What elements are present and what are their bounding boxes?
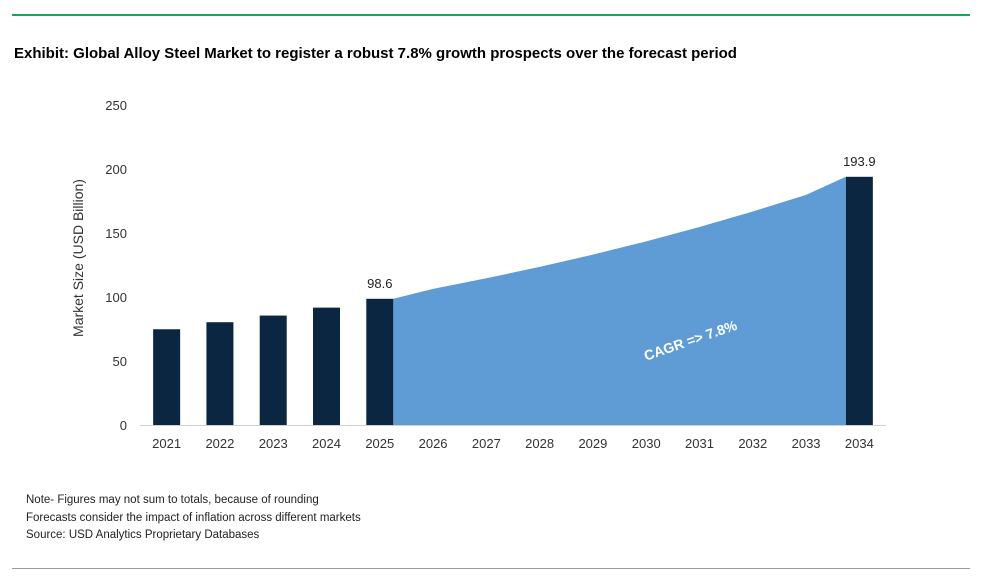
- y-tick-label: 0: [120, 418, 127, 433]
- top-accent-rule: [12, 14, 970, 16]
- x-tick-label: 2026: [419, 436, 448, 451]
- y-axis-label: Market Size (USD Billion): [70, 179, 86, 337]
- note-rounding: Note- Figures may not sum to totals, bec…: [26, 494, 319, 506]
- bar-2023: [259, 315, 287, 425]
- bar-2022: [206, 322, 234, 425]
- y-tick-label: 200: [105, 162, 127, 177]
- x-tick-label: 2031: [685, 436, 714, 451]
- y-tick-label: 50: [113, 354, 127, 369]
- x-tick-label: 2032: [738, 436, 767, 451]
- x-tick-label: 2024: [312, 436, 341, 451]
- x-axis-ticks: 2021 2022 2023 2024 2025 2026 2027 2028 2029 2030…: [152, 436, 874, 451]
- bar-2025: [366, 298, 394, 425]
- x-tick-label: 2027: [472, 436, 501, 451]
- bar-2021: [153, 329, 181, 425]
- bar-2034: [845, 176, 873, 425]
- bars-group: [153, 176, 873, 425]
- chart-title: Exhibit: Global Alloy Steel Market to re…: [14, 45, 737, 62]
- notes: Note- Figures may not sum to totals, bec…: [26, 492, 361, 545]
- bottom-rule: [12, 568, 970, 569]
- bar-2024: [313, 307, 340, 425]
- data-label-2034: 193.9: [843, 154, 876, 169]
- forecast-area: [393, 176, 846, 425]
- x-tick-label: 2030: [632, 436, 661, 451]
- y-axis-ticks: 0 50 100 150 200 250: [105, 98, 127, 433]
- x-tick-label: 2022: [205, 436, 234, 451]
- x-tick-label: 2025: [365, 436, 394, 451]
- x-tick-label: 2028: [525, 436, 554, 451]
- data-label-2025: 98.6: [367, 276, 392, 291]
- note-source: Source: USD Analytics Proprietary Databa…: [26, 529, 260, 541]
- note-inflation: Forecasts consider the impact of inflati…: [26, 511, 361, 524]
- x-tick-label: 2021: [152, 436, 181, 451]
- x-tick-label: 2023: [259, 436, 288, 451]
- x-tick-label: 2029: [578, 436, 607, 451]
- data-labels: 98.6 193.9: [367, 154, 876, 291]
- x-tick-label: 2034: [845, 436, 874, 451]
- y-tick-label: 150: [105, 226, 127, 241]
- y-tick-label: 250: [105, 98, 127, 113]
- y-tick-label: 100: [105, 290, 127, 305]
- x-tick-label: 2033: [792, 436, 821, 451]
